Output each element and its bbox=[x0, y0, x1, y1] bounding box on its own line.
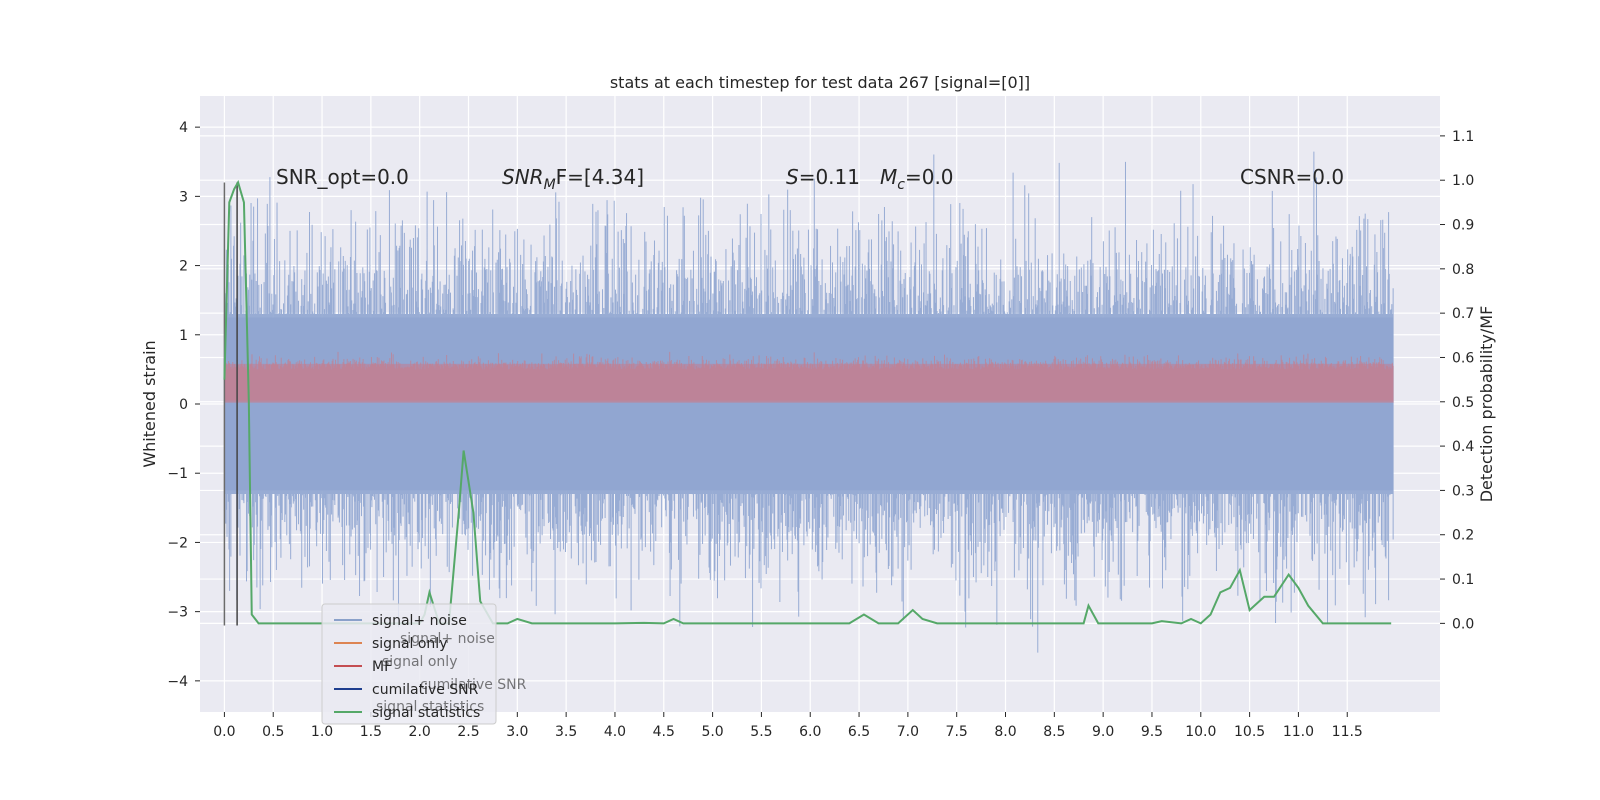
chart-title: stats at each timestep for test data 267… bbox=[610, 73, 1030, 92]
y2-tick-label: 0.7 bbox=[1452, 306, 1474, 322]
y2-tick-label: 0.4 bbox=[1452, 439, 1474, 455]
x-tick-label: 11.5 bbox=[1332, 724, 1363, 740]
legend-label: signal statistics bbox=[372, 705, 480, 721]
x-tick-label: 10.0 bbox=[1185, 724, 1216, 740]
x-tick-label: 0.0 bbox=[213, 724, 235, 740]
legend-ghost-label: signal+ noise bbox=[400, 631, 495, 647]
y2-tick-label: 1.0 bbox=[1452, 173, 1474, 189]
x-tick-label: 1.5 bbox=[360, 724, 382, 740]
y-tick-label: 2 bbox=[179, 259, 188, 275]
legend-ghost-labels: signal+ noise signal only cumilative SNR si… bbox=[376, 631, 527, 715]
x-tick-label: 3.5 bbox=[555, 724, 577, 740]
x-tick-label: 8.5 bbox=[1043, 724, 1065, 740]
mf-series bbox=[223, 351, 1394, 403]
mc-rest: =0.0 bbox=[905, 165, 954, 189]
y2-tick-label: 0.5 bbox=[1452, 395, 1474, 411]
snr-mf-main: SNR bbox=[502, 165, 544, 189]
y-tick-label: −3 bbox=[167, 605, 188, 621]
legend-label: MF bbox=[372, 659, 392, 675]
legend-label: signal+ noise bbox=[372, 613, 467, 629]
y-tick-label: 4 bbox=[179, 120, 188, 136]
s-italic: S bbox=[786, 165, 799, 189]
x-tick-label: 0.5 bbox=[262, 724, 284, 740]
x-tick-label: 4.0 bbox=[604, 724, 626, 740]
y2-tick-label: 0.3 bbox=[1452, 483, 1474, 499]
annotation-csnr: CSNR=0.0 bbox=[1240, 165, 1344, 189]
x-tick-label: 2.0 bbox=[409, 724, 431, 740]
x-tick-label: 3.0 bbox=[506, 724, 528, 740]
x-tick-label: 9.5 bbox=[1141, 724, 1163, 740]
x-tick-label: 1.0 bbox=[311, 724, 333, 740]
legend-label: cumilative SNR bbox=[372, 682, 479, 698]
legend-ghost-label: signal statistics bbox=[376, 699, 484, 715]
y-tick-label: −1 bbox=[167, 466, 188, 482]
y2-tick-label: 0.1 bbox=[1452, 572, 1474, 588]
x-tick-label: 10.5 bbox=[1234, 724, 1265, 740]
x-tick-label: 11.0 bbox=[1283, 724, 1314, 740]
x-tick-label: 4.5 bbox=[653, 724, 675, 740]
legend-label: signal only bbox=[372, 636, 447, 652]
y-axis-label: Whitened strain bbox=[140, 340, 159, 467]
legend-ghost-label: signal only bbox=[382, 654, 457, 670]
y2-tick-label: 0.2 bbox=[1452, 528, 1474, 544]
x-tick-label: 6.0 bbox=[799, 724, 821, 740]
y-tick-label: −2 bbox=[167, 535, 188, 551]
snr-mf-sub: M bbox=[544, 177, 556, 193]
y2-axis-label: Detection probability/MF bbox=[1477, 306, 1496, 503]
y2-tick-label: 0.8 bbox=[1452, 262, 1474, 278]
x-tick-label: 7.5 bbox=[946, 724, 968, 740]
y2-tick-label: 0.6 bbox=[1452, 350, 1474, 366]
mc-main: M bbox=[880, 165, 897, 189]
x-tick-label: 2.5 bbox=[457, 724, 479, 740]
annotation-snr-mf: SNRMF=[4.34] bbox=[502, 165, 644, 193]
legend-box bbox=[321, 603, 497, 725]
x-tick-label: 5.5 bbox=[750, 724, 772, 740]
y2-tick-label: 0.9 bbox=[1452, 218, 1474, 234]
y2-tick-labels: 0.0 0.1 0.2 0.3 0.4 0.5 0.6 0.7 0.8 0.9 1.0 1.1 bbox=[1440, 129, 1474, 632]
x-tick-label: 7.0 bbox=[897, 724, 919, 740]
snr-mf-rest: F=[4.34] bbox=[556, 165, 644, 189]
legend-ghost-label: cumilative SNR bbox=[420, 677, 527, 693]
signal-noise-series bbox=[223, 151, 1394, 653]
y-tick-label: 1 bbox=[179, 328, 188, 344]
x-tick-label: 9.0 bbox=[1092, 724, 1114, 740]
x-tick-label: 8.0 bbox=[994, 724, 1016, 740]
y-tick-labels: −4 −3 −2 −1 0 1 2 3 4 bbox=[167, 120, 200, 690]
y-tick-label: 3 bbox=[179, 189, 188, 205]
x-tick-labels: 0.0 0.5 1.0 1.5 2.0 2.5 3.0 3.5 4.0 4.5 5.0 5.5 6.0 6… bbox=[213, 712, 1363, 740]
annotation-s: S=0.11 bbox=[786, 165, 860, 189]
x-tick-label: 5.0 bbox=[701, 724, 723, 740]
y2-tick-label: 0.0 bbox=[1452, 616, 1474, 632]
y-tick-label: −4 bbox=[167, 674, 188, 690]
mc-sub: c bbox=[897, 177, 905, 193]
annotation-mc: Mc=0.0 bbox=[880, 165, 954, 193]
y2-tick-label: 1.1 bbox=[1452, 129, 1474, 145]
s-rest: =0.11 bbox=[799, 165, 860, 189]
annotation-snr-opt: SNR_opt=0.0 bbox=[276, 165, 409, 189]
x-tick-label: 6.5 bbox=[848, 724, 870, 740]
y-tick-label: 0 bbox=[179, 397, 188, 413]
vertical-lines bbox=[223, 182, 238, 626]
